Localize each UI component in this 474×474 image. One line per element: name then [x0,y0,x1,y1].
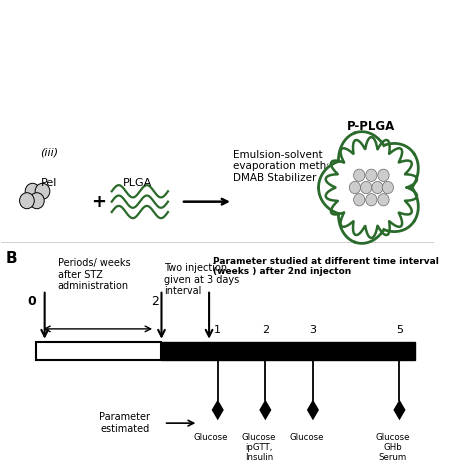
Text: Two injection
given at 3 days
interval: Two injection given at 3 days interval [164,263,239,296]
Circle shape [382,182,393,194]
Text: P-PLGA: P-PLGA [347,120,395,133]
Text: (iii): (iii) [40,147,58,157]
Text: 1: 1 [214,325,221,335]
Circle shape [361,182,372,194]
Text: 2: 2 [262,325,269,335]
FancyBboxPatch shape [36,342,162,359]
Text: +: + [91,192,106,210]
Circle shape [366,194,377,206]
Circle shape [354,194,365,206]
Text: Periods/ weeks
after STZ
administration: Periods/ weeks after STZ administration [58,258,130,292]
Text: Pel: Pel [41,178,57,188]
Polygon shape [212,400,224,420]
Text: Parameter
estimated: Parameter estimated [99,412,150,434]
Text: PLGA: PLGA [123,178,152,188]
Polygon shape [259,400,272,420]
Text: Parameter studied at different time interval
(weeks ) after 2nd injecton: Parameter studied at different time inte… [213,257,439,276]
Circle shape [378,194,389,206]
Circle shape [29,193,44,209]
Circle shape [349,182,361,194]
Circle shape [323,135,420,240]
Circle shape [19,193,34,209]
Text: Glucose: Glucose [289,433,324,442]
Circle shape [378,169,389,182]
Circle shape [354,169,365,182]
Text: Glucose
GHb
Serum: Glucose GHb Serum [376,433,410,462]
Polygon shape [307,400,319,420]
Polygon shape [393,400,406,420]
Text: B: B [6,251,18,266]
Text: 5: 5 [396,325,403,335]
Text: 0: 0 [27,295,36,308]
Text: Glucose: Glucose [194,433,228,442]
Text: Glucose
ipGTT,
Insulin: Glucose ipGTT, Insulin [242,433,276,462]
FancyBboxPatch shape [162,342,415,359]
Circle shape [35,183,50,199]
Circle shape [372,182,383,194]
Circle shape [25,183,40,199]
Text: Emulsion-solvent
evaporation method
DMAB Stabilizer: Emulsion-solvent evaporation method DMAB… [233,150,339,183]
Text: 2: 2 [151,295,159,308]
Circle shape [366,169,377,182]
Text: 3: 3 [310,325,317,335]
Circle shape [336,149,407,226]
